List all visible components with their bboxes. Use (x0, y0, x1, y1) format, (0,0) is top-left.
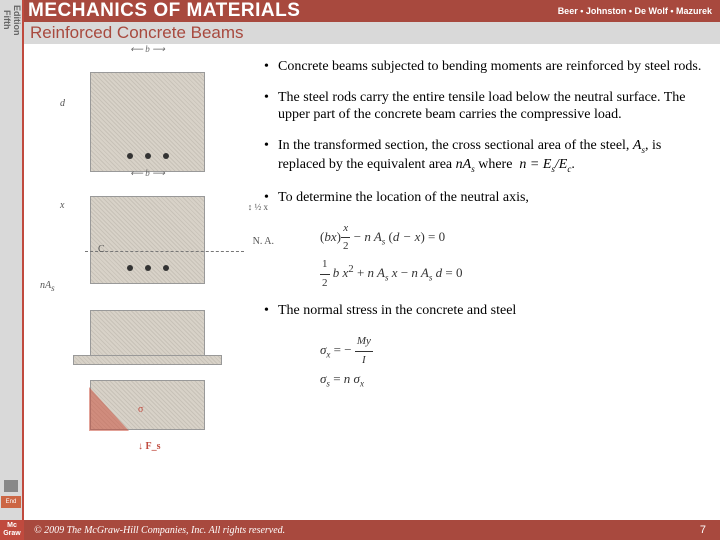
rebar-dot (145, 153, 151, 159)
dim-b-label: b (145, 44, 150, 54)
dim-x-label: x (60, 200, 64, 211)
end-button[interactable]: End (1, 496, 21, 508)
slide-title: Reinforced Concrete Beams (30, 23, 244, 43)
text-column: • Concrete beams subjected to bending mo… (264, 58, 712, 401)
bullet-dot: • (264, 58, 278, 75)
dim-d-label: d (60, 98, 65, 109)
bullet-item: • Concrete beams subjected to bending mo… (264, 58, 712, 75)
bullet-dot: • (264, 302, 278, 319)
rebar-dot (127, 265, 133, 271)
slide-title-bar: Reinforced Concrete Beams (24, 22, 720, 44)
formula-sigma-s: σs = n σx (320, 369, 712, 391)
formula-na1: (bx)x2 − n As (d − x) = 0 (320, 220, 712, 256)
transformed-section (90, 310, 205, 360)
figure-transformed: nAs (30, 294, 240, 360)
concrete-na-section (90, 196, 205, 284)
centroid-label: C (98, 244, 105, 255)
bullet-dot: • (264, 137, 278, 175)
dim-b-label2: b (145, 168, 150, 178)
mcgraw-hill-logo: McGraw (0, 520, 24, 540)
edition-label: Edition Fifth (0, 0, 24, 36)
bullet-item: • The steel rods carry the entire tensil… (264, 89, 712, 123)
steel-flange (73, 355, 222, 365)
fs-label: ↓ F_s (138, 441, 161, 452)
rebar-dot (163, 153, 169, 159)
bullet-text: Concrete beams subjected to bending mome… (278, 58, 712, 75)
formula-neutral-axis: (bx)x2 − n As (d − x) = 0 12 b x2 + n As… (320, 220, 712, 292)
page-number: 7 (700, 524, 720, 536)
sigma-label: σ (138, 404, 143, 415)
slide-content: ⟵ b ⟶ d ⟵ b ⟶ x ↕ ½ x (30, 50, 712, 518)
rebar-row (91, 265, 204, 271)
header-bar: MECHANICS OF MATERIALS Beer • Johnston •… (24, 0, 720, 22)
authors: Beer • Johnston • De Wolf • Mazurek (558, 6, 720, 16)
bullet-text: The steel rods carry the entire tensile … (278, 89, 712, 123)
bullet-item: • In the transformed section, the cross … (264, 137, 712, 175)
formula-stress: σx = − MyI σs = n σx (320, 333, 712, 391)
rebar-dot (127, 153, 133, 159)
concrete-cross-section (90, 72, 205, 172)
footer-bar: McGraw © 2009 The McGraw-Hill Companies,… (0, 520, 720, 540)
nas-label: nAs (40, 280, 55, 293)
bullet-dot: • (264, 89, 278, 123)
book-title: MECHANICS OF MATERIALS (24, 0, 558, 22)
copyright-text: © 2009 The McGraw-Hill Companies, Inc. A… (24, 525, 700, 536)
bullet-item: • The normal stress in the concrete and … (264, 302, 712, 319)
bullet-text: The normal stress in the concrete and st… (278, 302, 712, 319)
bullet-dot: • (264, 189, 278, 206)
nav-sidebar: End (0, 36, 24, 520)
home-icon[interactable] (4, 480, 18, 492)
bullet-item: • To determine the location of the neutr… (264, 189, 712, 206)
formula-sigma-x: σx = − MyI (320, 333, 712, 369)
bullet-text: In the transformed section, the cross se… (278, 137, 712, 175)
figure-stress: σ ↓ F_s (90, 380, 240, 430)
stress-triangle (89, 387, 129, 431)
bullet-text: To determine the location of the neutral… (278, 189, 712, 206)
rebar-dot (145, 265, 151, 271)
figure-cross-section: ⟵ b ⟶ d (30, 58, 240, 172)
figure-neutral-axis: ⟵ b ⟶ x ↕ ½ x N. A. C (30, 182, 240, 284)
rebar-dot (163, 265, 169, 271)
stress-block (90, 380, 205, 430)
formula-na2: 12 b x2 + n As x − n As d = 0 (320, 256, 712, 292)
rebar-row (91, 153, 204, 159)
figure-column: ⟵ b ⟶ d ⟵ b ⟶ x ↕ ½ x (30, 58, 240, 440)
